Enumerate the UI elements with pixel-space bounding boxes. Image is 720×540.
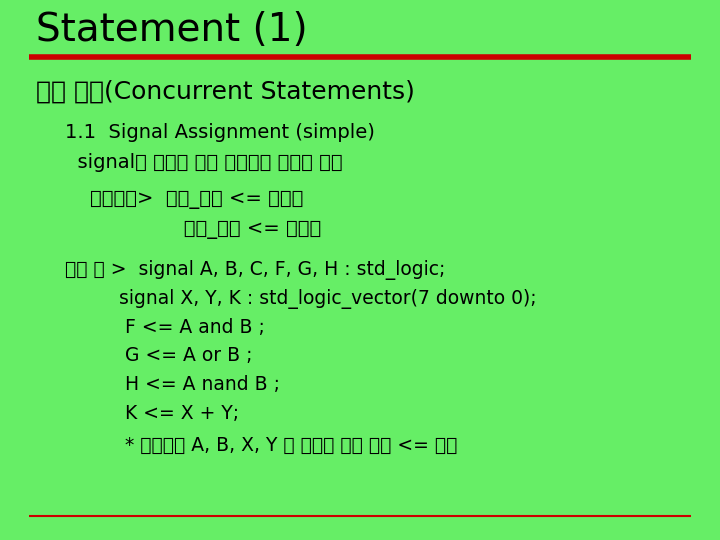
Text: 표현형식>  신호_이름 <= 산술식: 표현형식> 신호_이름 <= 산술식	[90, 190, 303, 210]
Text: signal X, Y, K : std_logic_vector(7 downto 0);: signal X, Y, K : std_logic_vector(7 down…	[65, 288, 536, 309]
Text: K <= X + Y;: K <= X + Y;	[65, 403, 239, 423]
Text: F <= A and B ;: F <= A and B ;	[65, 318, 265, 337]
Text: 병행 문장(Concurrent Statements): 병행 문장(Concurrent Statements)	[36, 80, 415, 104]
Text: G <= A or B ;: G <= A or B ;	[65, 346, 252, 366]
Text: H <= A nand B ;: H <= A nand B ;	[65, 375, 280, 394]
Text: Statement (1): Statement (1)	[36, 11, 307, 49]
Text: * 우변에서 A, B, X, Y 의 변화가 있는 경우 <= 실행: * 우변에서 A, B, X, Y 의 변화가 있는 경우 <= 실행	[65, 436, 457, 455]
Text: 신호_이름 <= 논리식: 신호_이름 <= 논리식	[90, 220, 321, 239]
Text: 1.1  Signal Assignment (simple): 1.1 Signal Assignment (simple)	[65, 123, 374, 142]
Text: signal에 산술식 혹은 논리식의 결과를 할당: signal에 산술식 혹은 논리식의 결과를 할당	[65, 152, 343, 172]
Text: 표현 예 >  signal A, B, C, F, G, H : std_logic;: 표현 예 > signal A, B, C, F, G, H : std_log…	[65, 260, 445, 280]
